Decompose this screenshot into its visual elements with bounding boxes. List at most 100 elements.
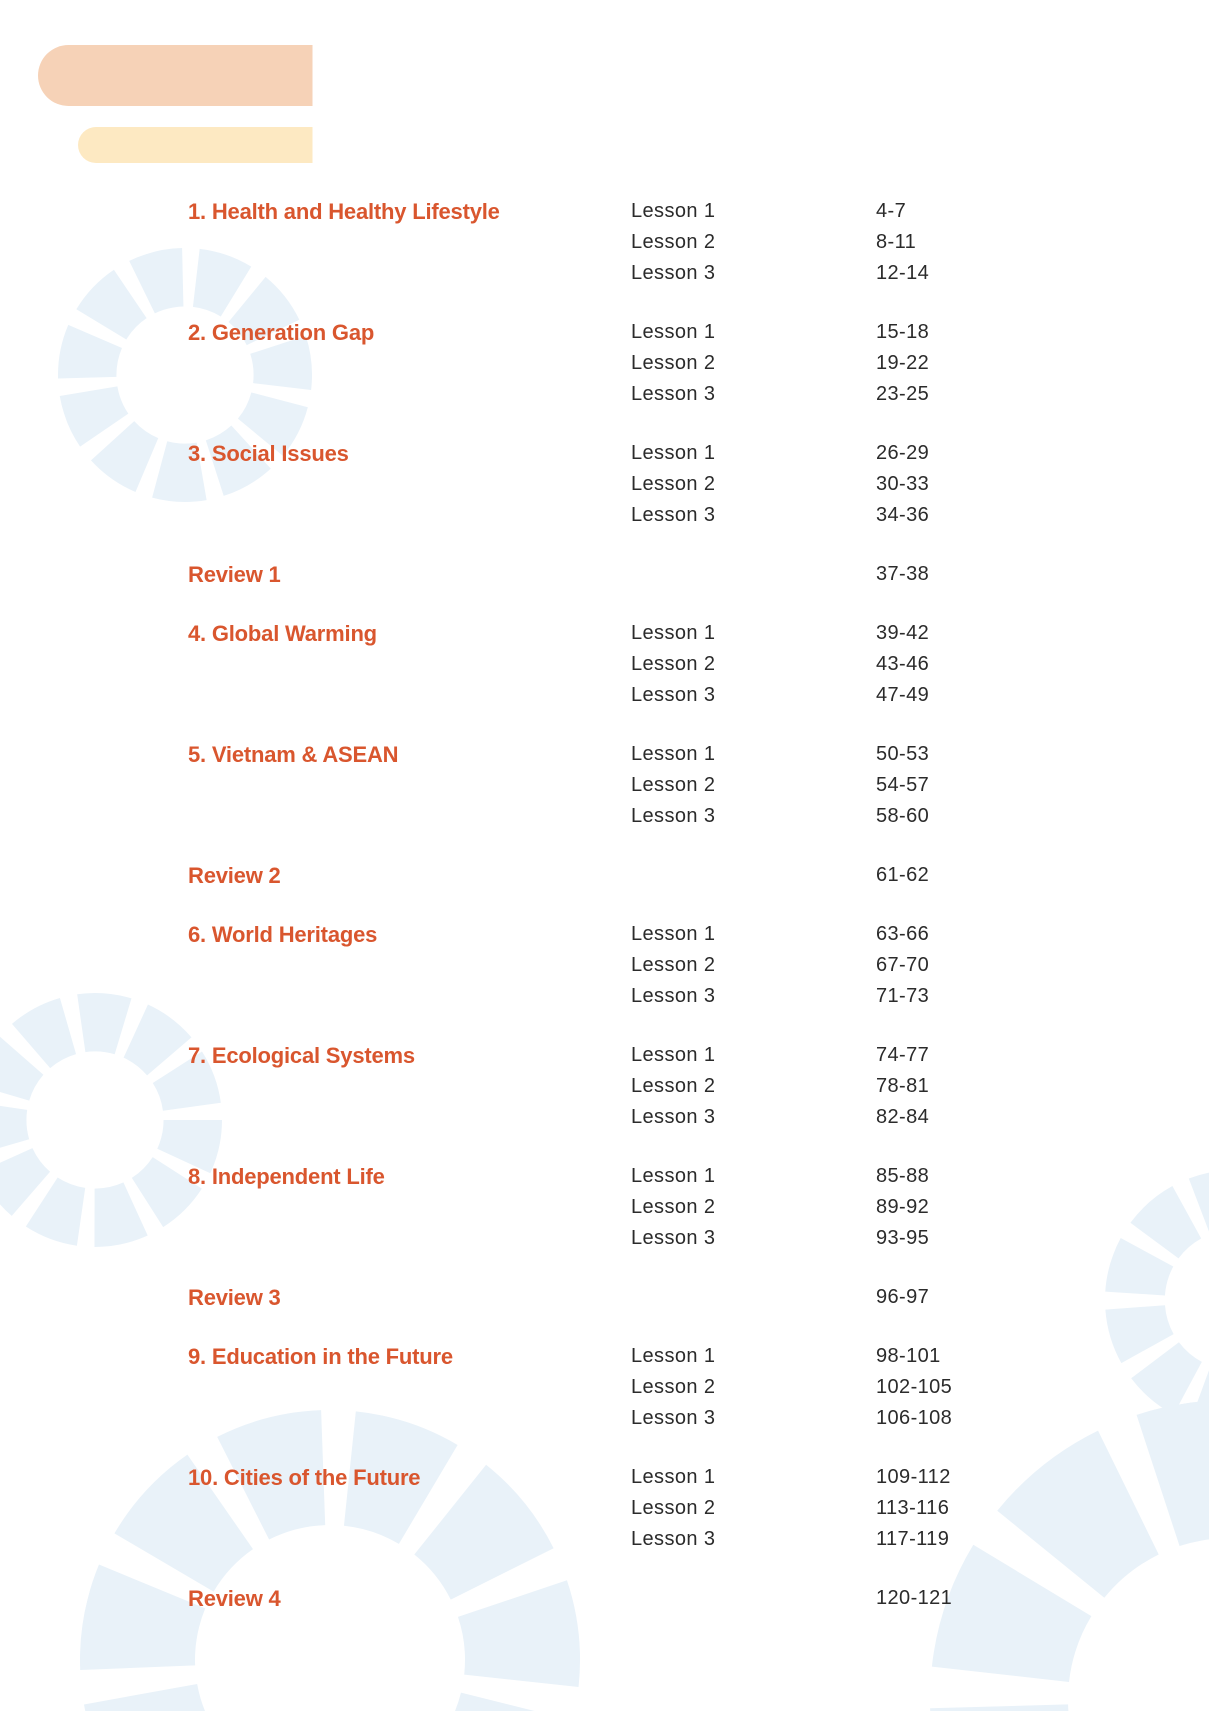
page-range: 50-53 [876, 743, 930, 765]
lesson-label: Lesson 3 [631, 985, 716, 1007]
toc-row: Lesson 3 71-73 [0, 981, 1209, 1012]
unit-title: 10. Cities of the Future [188, 1464, 421, 1490]
lesson-label: Lesson 3 [631, 684, 716, 706]
unit-title: 9. Education in the Future [188, 1343, 453, 1369]
lesson-label: Lesson 2 [631, 473, 716, 495]
page-range: 89-92 [876, 1196, 930, 1218]
toc-group: Review 2 61-62 [0, 860, 1209, 891]
toc-row: Lesson 2 102-105 [0, 1372, 1209, 1403]
lesson-label: Lesson 1 [631, 1466, 716, 1488]
toc-row: Review 1 37-38 [0, 559, 1209, 590]
page-range: 67-70 [876, 954, 930, 976]
page-range: 15-18 [876, 321, 930, 343]
page-range: 37-38 [876, 563, 930, 585]
page-range: 63-66 [876, 923, 930, 945]
toc-group: 10. Cities of the Future Lesson 1 109-112 L… [0, 1462, 1209, 1555]
toc-group: 2. Generation Gap Lesson 1 15-18 Lesson 2 19… [0, 317, 1209, 410]
toc-group: 3. Social Issues Lesson 1 26-29 Lesson 2 30-… [0, 438, 1209, 531]
toc-group: 8. Independent Life Lesson 1 85-88 Lesson 2… [0, 1161, 1209, 1254]
toc-row: Lesson 2 43-46 [0, 649, 1209, 680]
lesson-label: Lesson 3 [631, 1528, 716, 1550]
page-range: 74-77 [876, 1044, 930, 1066]
toc-row: 4. Global Warming Lesson 1 39-42 [0, 618, 1209, 649]
lesson-label: Lesson 2 [631, 653, 716, 675]
toc-row: Lesson 2 30-33 [0, 469, 1209, 500]
unit-title: 4. Global Warming [188, 620, 377, 646]
toc-row: 1. Health and Healthy Lifestyle Lesson 1 4… [0, 196, 1209, 227]
toc-row: Lesson 3 106-108 [0, 1403, 1209, 1434]
lesson-label: Lesson 1 [631, 1044, 716, 1066]
unit-title: 7. Ecological Systems [188, 1042, 415, 1068]
lesson-label: Lesson 3 [631, 383, 716, 405]
toc-group: 7. Ecological Systems Lesson 1 74-77 Lesson… [0, 1040, 1209, 1133]
page-range: 26-29 [876, 442, 930, 464]
page-range: 39-42 [876, 622, 930, 644]
page-range: 43-46 [876, 653, 930, 675]
page-range: 82-84 [876, 1106, 930, 1128]
lesson-label: Lesson 1 [631, 200, 716, 222]
toc-group: 5. Vietnam & ASEAN Lesson 1 50-53 Lesson 2 5… [0, 739, 1209, 832]
toc-row: 10. Cities of the Future Lesson 1 109-112 [0, 1462, 1209, 1493]
toc-row: Review 4 120-121 [0, 1583, 1209, 1614]
page-range: 54-57 [876, 774, 930, 796]
toc-row: Lesson 2 78-81 [0, 1071, 1209, 1102]
toc-row: Lesson 2 54-57 [0, 770, 1209, 801]
page-range: 30-33 [876, 473, 930, 495]
page-range: 96-97 [876, 1286, 930, 1308]
toc-row: 3. Social Issues Lesson 1 26-29 [0, 438, 1209, 469]
toc-table: 1. Health and Healthy Lifestyle Lesson 1 4… [0, 196, 1209, 1642]
toc-row: 7. Ecological Systems Lesson 1 74-77 [0, 1040, 1209, 1071]
toc-row: Lesson 3 82-84 [0, 1102, 1209, 1133]
lesson-label: Lesson 3 [631, 504, 716, 526]
page-range: 61-62 [876, 864, 930, 886]
page-range: 117-119 [876, 1528, 950, 1550]
lesson-label: Lesson 2 [631, 1196, 716, 1218]
lesson-label: Lesson 3 [631, 1407, 716, 1429]
column-header-bar: Unit Lesson Page [78, 0, 1209, 1001]
page-range: 47-49 [876, 684, 930, 706]
page-range: 8-11 [876, 231, 917, 253]
toc-row: Lesson 3 23-25 [0, 379, 1209, 410]
page-range: 109-112 [876, 1466, 951, 1488]
lesson-label: Lesson 2 [631, 1376, 716, 1398]
review-title: Review 2 [188, 862, 281, 888]
lesson-label: Lesson 2 [631, 954, 716, 976]
toc-row: Lesson 2 67-70 [0, 950, 1209, 981]
lesson-label: Lesson 3 [631, 262, 716, 284]
unit-title: 1. Health and Healthy Lifestyle [188, 198, 500, 224]
unit-title: 3. Social Issues [188, 440, 349, 466]
lesson-label: Lesson 2 [631, 774, 716, 796]
lesson-label: Lesson 1 [631, 442, 716, 464]
toc-group: Review 3 96-97 [0, 1282, 1209, 1313]
page-range: 93-95 [876, 1227, 930, 1249]
toc-group: 6. World Heritages Lesson 1 63-66 Lesson 2 6… [0, 919, 1209, 1012]
lesson-label: Lesson 2 [631, 1075, 716, 1097]
toc-group: 9. Education in the Future Lesson 1 98-101… [0, 1341, 1209, 1434]
toc-row: Lesson 3 58-60 [0, 801, 1209, 832]
lesson-label: Lesson 3 [631, 1227, 716, 1249]
toc-row: Lesson 3 93-95 [0, 1223, 1209, 1254]
toc-row: Review 3 96-97 [0, 1282, 1209, 1313]
unit-title: 5. Vietnam & ASEAN [188, 741, 399, 767]
toc-row: Lesson 3 117-119 [0, 1524, 1209, 1555]
page-range: 19-22 [876, 352, 930, 374]
lesson-label: Lesson 1 [631, 743, 716, 765]
page-range: 58-60 [876, 805, 930, 827]
lesson-label: Lesson 1 [631, 1345, 716, 1367]
lesson-label: Lesson 2 [631, 352, 716, 374]
page-range: 113-116 [876, 1497, 950, 1519]
lesson-label: Lesson 1 [631, 321, 716, 343]
page-range: 106-108 [876, 1407, 953, 1429]
lesson-label: Lesson 2 [631, 231, 716, 253]
toc-row: Lesson 3 12-14 [0, 258, 1209, 289]
toc-row: Lesson 2 19-22 [0, 348, 1209, 379]
toc-group: 4. Global Warming Lesson 1 39-42 Lesson 2 43… [0, 618, 1209, 711]
lesson-label: Lesson 2 [631, 1497, 716, 1519]
review-title: Review 3 [188, 1284, 281, 1310]
review-title: Review 1 [188, 561, 281, 587]
lesson-label: Lesson 1 [631, 923, 716, 945]
toc-group: 1. Health and Healthy Lifestyle Lesson 1 4… [0, 196, 1209, 289]
unit-title: 8. Independent Life [188, 1163, 385, 1189]
toc-row: Review 2 61-62 [0, 860, 1209, 891]
